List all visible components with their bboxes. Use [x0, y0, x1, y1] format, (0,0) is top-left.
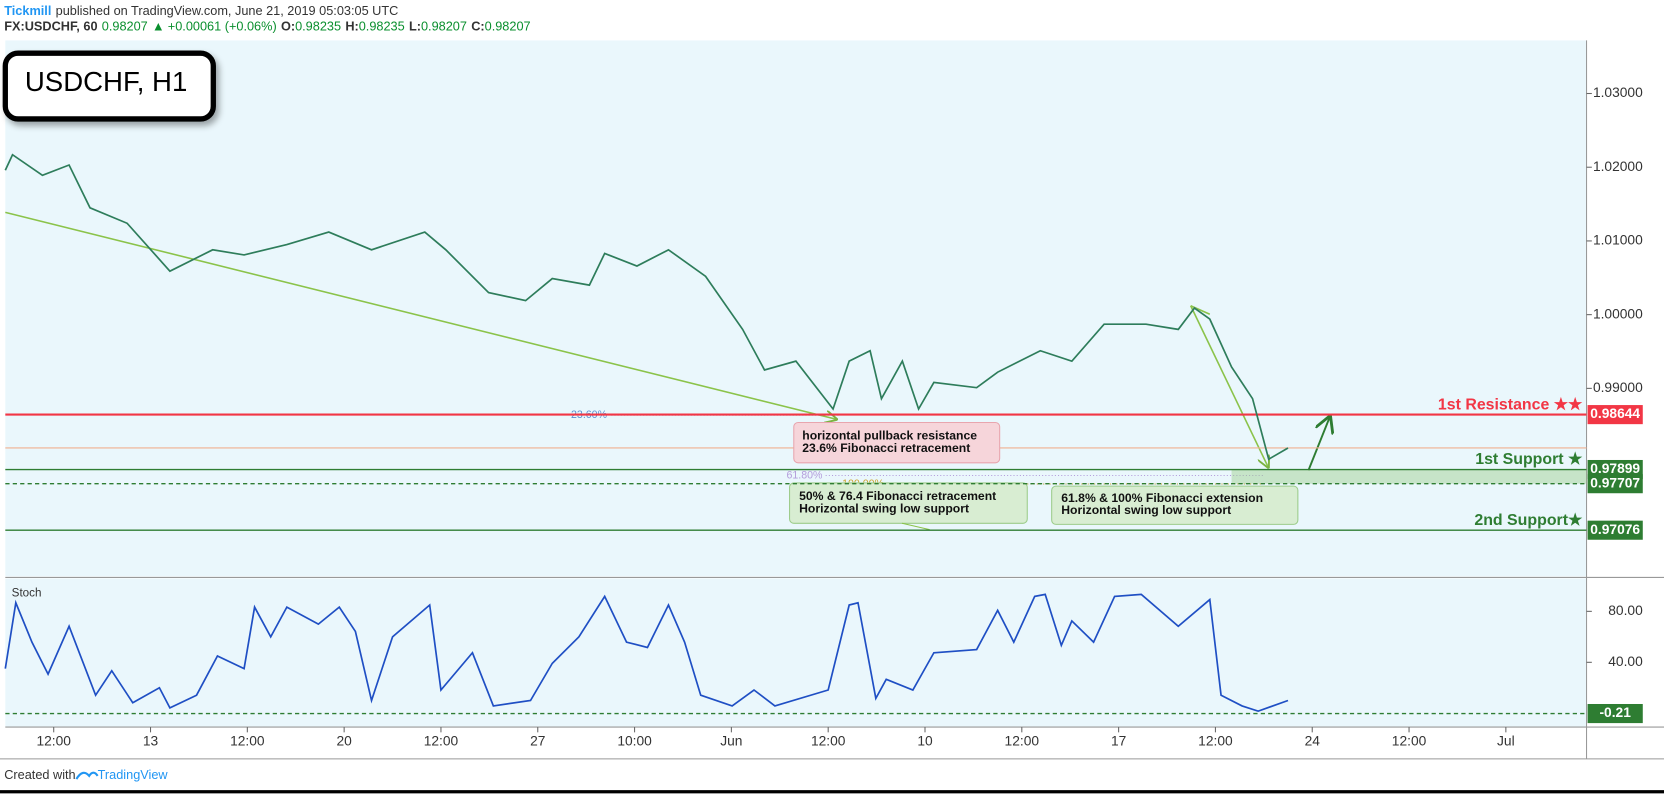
change: +0.00061 (+0.06%): [168, 19, 277, 34]
x-tick-label: 24: [1305, 734, 1321, 749]
note-text: 50% & 76.4 Fibonacci retracement: [799, 489, 996, 503]
note-text: 61.8% & 100% Fibonacci extension: [1061, 491, 1263, 505]
x-tick-label: 12:00: [1392, 734, 1427, 749]
ohlc-value: 0.98235: [359, 19, 405, 34]
y-tick-label: 0.99000: [1593, 380, 1643, 395]
x-tick-label: 20: [336, 734, 352, 749]
ohlc-value: 0.98207: [485, 19, 531, 34]
level-tag: [1587, 474, 1643, 494]
y-tick-label: 1.00000: [1593, 306, 1643, 321]
x-tick-label: 13: [143, 734, 159, 749]
y-tick-label: 1.03000: [1593, 85, 1643, 100]
note-box: [789, 482, 1028, 524]
note-box: [793, 421, 1001, 464]
stoch-pane: [5, 578, 1587, 728]
note-text: 23.6% Fibonacci retracement: [802, 441, 970, 455]
swing-line: [1189, 305, 1268, 467]
note-text: Horizontal swing low support: [1061, 503, 1231, 517]
y-tick-label: 40.00: [1608, 654, 1643, 669]
level-text: 1st Support ★: [1475, 451, 1583, 468]
symbol: FX:USDCHF, 60: [4, 19, 97, 34]
y-tick-label: 80.00: [1608, 603, 1643, 618]
chart-title: USDCHF, H1: [25, 66, 187, 97]
level-tag: [1587, 520, 1643, 540]
x-tick-label: 27: [530, 734, 545, 749]
series-line: [4, 153, 1289, 461]
ohlc-label: C:: [471, 19, 484, 34]
y-tick-label: 1.01000: [1593, 233, 1643, 248]
title-box: [2, 50, 216, 122]
x-tick-label: 10:00: [617, 734, 652, 749]
ohlc-value: 0.98235: [295, 19, 341, 34]
stoch-title: Stoch: [12, 586, 42, 599]
x-tick-label: Jun: [720, 734, 742, 749]
x-tick-label: 10: [917, 734, 933, 749]
published: published on TradingView.com, June 21, 2…: [56, 3, 399, 18]
ohlc-value: 0.98207: [421, 19, 467, 34]
ohlc-label: H:: [345, 19, 358, 34]
trend-line: [5, 211, 836, 419]
y-tick-label: 1.02000: [1593, 159, 1643, 174]
x-tick-label: 17: [1111, 734, 1126, 749]
level-tag-label: 0.97899: [1590, 461, 1640, 476]
swing-line: [1190, 305, 1211, 315]
publisher: Tickmill: [4, 3, 51, 18]
level-tag-label: 0.97707: [1590, 475, 1640, 490]
note-pointer: [901, 522, 930, 531]
header-line-2: FX:USDCHF, 60 0.98207 ▲ +0.00061 (+0.06%) O:…: [4, 19, 530, 34]
last: 0.98207: [102, 19, 148, 34]
level-tag: [1587, 405, 1643, 425]
level-tag-label: -0.21: [1599, 705, 1631, 720]
x-tick-label: Jul: [1497, 734, 1515, 749]
level-text: 2nd Support★: [1474, 512, 1583, 529]
x-tick-label: 12:00: [424, 734, 459, 749]
level-tag-label: 0.98644: [1590, 406, 1640, 421]
note-box: [1051, 485, 1299, 525]
x-tick-label: 12:00: [811, 734, 846, 749]
x-tick-label: 12:00: [1198, 734, 1233, 749]
up-arrow: [1307, 417, 1329, 471]
series-line: [4, 593, 1289, 713]
note-text: Horizontal swing low support: [799, 502, 969, 516]
footer-brand: TradingView: [98, 767, 169, 782]
ohlc-label: O:: [281, 19, 295, 34]
x-tick-label: 12:00: [36, 734, 71, 749]
x-tick-label: 12:00: [1005, 734, 1040, 749]
level-tag-label: 0.97076: [1590, 522, 1640, 537]
footer-text: Created with: [4, 767, 75, 782]
note-text: horizontal pullback resistance: [802, 428, 977, 442]
support-zone: [1231, 469, 1587, 484]
level-tag: [1587, 703, 1643, 724]
ohlc-label: L:: [409, 19, 421, 34]
fib-label: 61.80%: [786, 469, 823, 481]
brand-icon: [75, 771, 99, 780]
header-line-1: Tickmill published on TradingView.com, Ju…: [4, 3, 398, 18]
up-icon: ▲: [152, 19, 165, 34]
x-tick-label: 12:00: [230, 734, 265, 749]
level-text: 1st Resistance ★★: [1438, 396, 1583, 413]
